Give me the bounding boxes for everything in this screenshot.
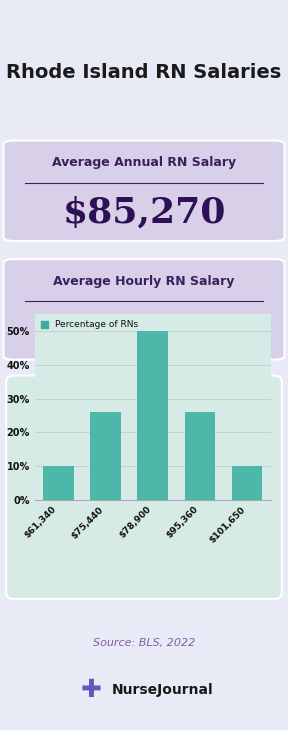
Legend: Percentage of RNs: Percentage of RNs (39, 318, 140, 331)
Bar (137, 331, 168, 500)
Text: Rhode Island RN Salaries: Rhode Island RN Salaries (6, 63, 282, 82)
FancyBboxPatch shape (3, 259, 285, 360)
Text: $40.99: $40.99 (75, 315, 213, 348)
Bar (232, 466, 262, 500)
FancyBboxPatch shape (3, 140, 285, 241)
Text: Average Hourly RN Salary: Average Hourly RN Salary (53, 274, 235, 288)
Text: $85,270: $85,270 (62, 196, 226, 230)
Text: ✚: ✚ (81, 678, 101, 702)
Text: RN Salary Range: RN Salary Range (78, 388, 210, 403)
Bar (90, 412, 121, 500)
Text: Source: BLS, 2022: Source: BLS, 2022 (93, 638, 195, 648)
Bar (185, 412, 215, 500)
Bar (43, 466, 73, 500)
FancyBboxPatch shape (6, 375, 282, 599)
Text: Average Annual RN Salary: Average Annual RN Salary (52, 156, 236, 169)
Text: NurseJournal: NurseJournal (112, 683, 213, 697)
